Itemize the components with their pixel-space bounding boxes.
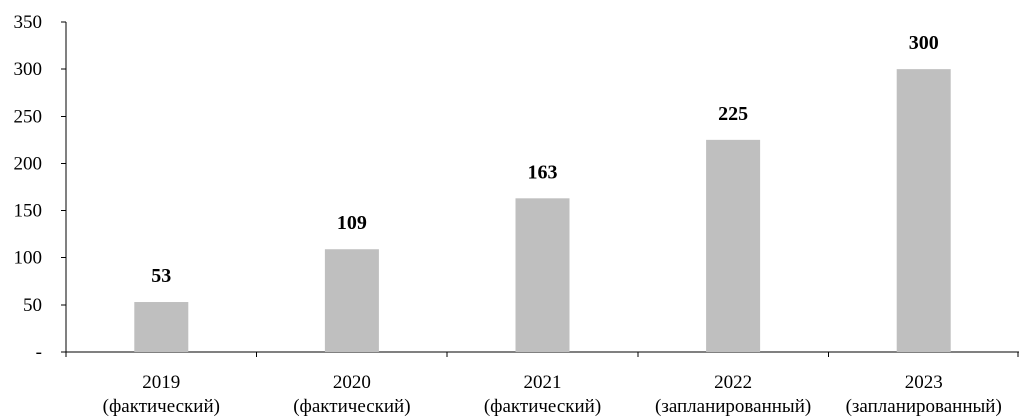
x-tick-label: 2022 (запланированный) bbox=[655, 372, 811, 417]
x-tick-label: 2020 (фактический) bbox=[293, 372, 410, 417]
y-tick-label: 100 bbox=[14, 248, 43, 269]
x-tick-label-line: (запланированный) bbox=[655, 396, 811, 417]
y-tick-label: - bbox=[36, 342, 42, 363]
bar bbox=[896, 69, 951, 353]
y-tick-label: 300 bbox=[14, 59, 43, 80]
x-tick-label: 2021 (фактический) bbox=[484, 372, 601, 417]
bars bbox=[134, 69, 951, 353]
y-tick-label: 350 bbox=[14, 12, 43, 33]
x-tick-label: 2019 (фактический) bbox=[103, 372, 220, 417]
x-tick-label-line: (фактический) bbox=[103, 396, 220, 417]
x-tick-label-line: (фактический) bbox=[484, 396, 601, 417]
x-axis: 2019 (фактический) 2020 (фактический) 2021 (ф… bbox=[65, 351, 1019, 417]
y-tick-label: 50 bbox=[23, 295, 42, 316]
x-tick-label-line: 2019 bbox=[142, 372, 180, 393]
x-tick-label-line: 2021 bbox=[524, 372, 562, 393]
data-label: 53 bbox=[151, 265, 171, 287]
bar bbox=[706, 139, 761, 352]
y-tick-label: 150 bbox=[14, 201, 43, 222]
x-tick-label: 2023 (запланированный) bbox=[846, 372, 1002, 417]
data-label: 225 bbox=[718, 103, 748, 125]
y-tick-label: 250 bbox=[14, 106, 43, 127]
bar bbox=[515, 198, 570, 352]
x-tick-label-line: 2023 bbox=[905, 372, 943, 393]
bar bbox=[324, 249, 379, 352]
y-axis: - 50 100 150 200 250 300 350 bbox=[14, 12, 67, 363]
data-label: 109 bbox=[337, 212, 367, 234]
x-tick-label-line: (запланированный) bbox=[846, 396, 1002, 417]
x-tick-label-line: 2020 bbox=[333, 372, 371, 393]
data-labels: 53 109 163 225 300 bbox=[151, 32, 938, 287]
x-tick-label-line: 2022 bbox=[714, 372, 752, 393]
y-tick-label: 200 bbox=[14, 153, 43, 174]
x-tick-label-line: (фактический) bbox=[293, 396, 410, 417]
data-label: 163 bbox=[528, 161, 558, 183]
data-label: 300 bbox=[909, 32, 939, 54]
bar bbox=[134, 302, 189, 352]
